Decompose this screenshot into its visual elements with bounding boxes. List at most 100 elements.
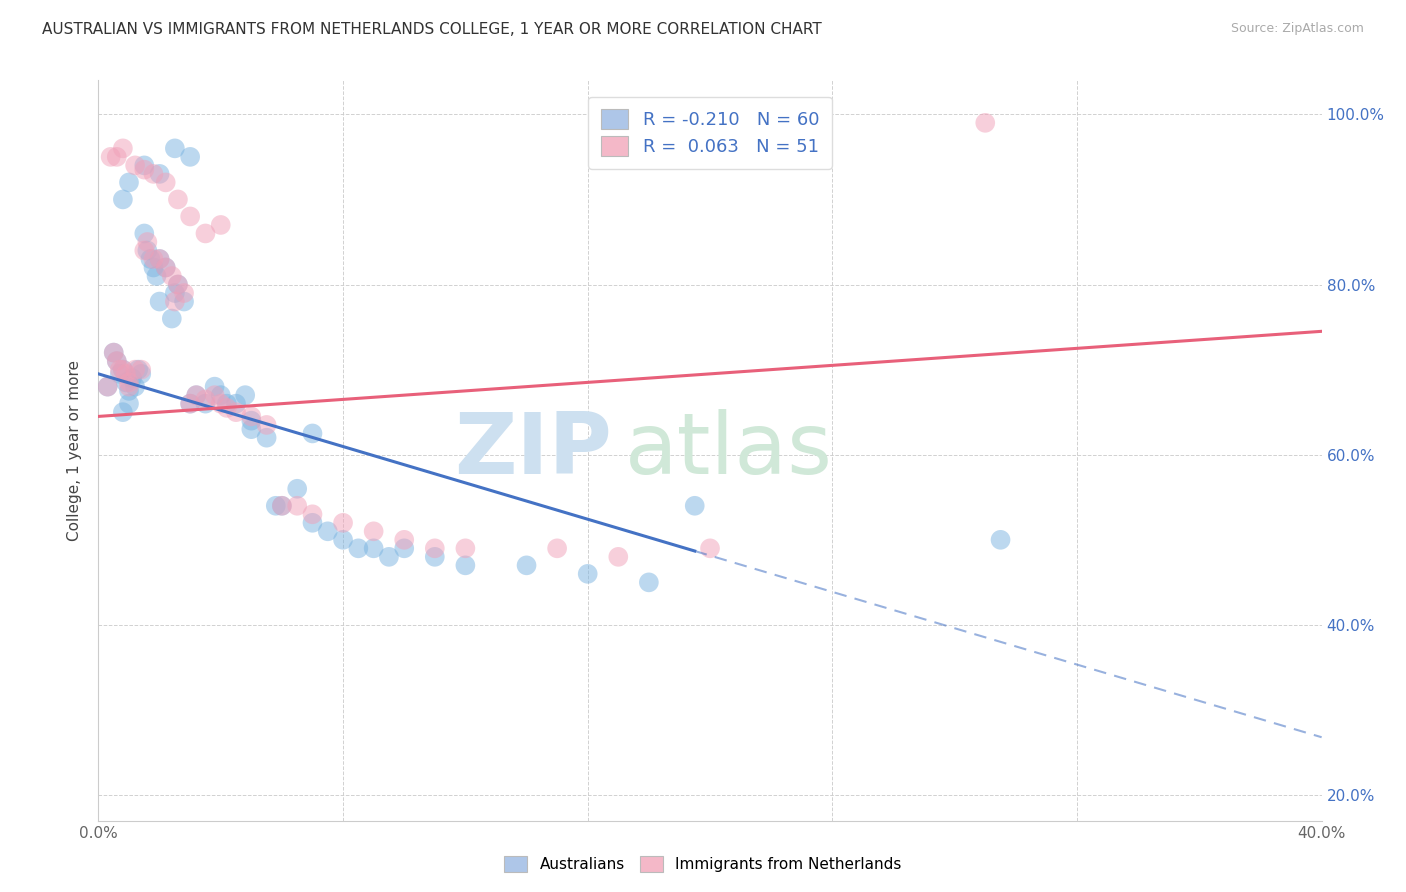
Point [149,252,172,266]
Point [454,558,477,573]
Point [111,405,134,419]
Point [179,397,201,411]
Text: ZIP: ZIP [454,409,612,492]
Point [173,286,195,301]
Point [167,277,190,292]
Point [215,401,238,415]
Point [423,541,446,556]
Point [186,388,208,402]
Point [209,388,232,402]
Point [111,141,134,155]
Point [209,218,232,232]
Point [155,260,177,275]
Point [163,286,186,301]
Point [699,541,721,556]
Point [179,397,201,411]
Point [347,541,370,556]
Point [423,549,446,564]
Point [285,482,308,496]
Point [363,524,385,539]
Point [607,549,630,564]
Point [301,508,323,522]
Point [204,379,226,393]
Point [134,244,156,258]
Point [118,384,141,398]
Point [136,235,159,249]
Point [270,499,292,513]
Point [240,422,263,436]
Point [332,516,354,530]
Point [215,397,238,411]
Point [134,158,156,172]
Point [204,388,226,402]
Point [454,541,477,556]
Point [637,575,661,590]
Point [136,244,159,258]
Point [145,268,167,283]
Point [516,558,538,573]
Point [990,533,1012,547]
Point [194,392,217,407]
Point [108,362,131,376]
Point [139,252,162,266]
Point [149,294,172,309]
Point [225,397,247,411]
Point [974,116,997,130]
Point [270,499,292,513]
Point [332,533,354,547]
Point [142,167,165,181]
Point [118,379,141,393]
Point [378,549,401,564]
Point [108,367,131,381]
Point [194,397,217,411]
Point [127,362,149,376]
Point [103,345,125,359]
Point [142,260,165,275]
Point [129,362,152,376]
Point [209,397,232,411]
Point [124,158,146,172]
Point [256,431,278,445]
Point [118,376,141,390]
Point [121,371,143,385]
Text: atlas: atlas [624,409,832,492]
Point [194,227,217,241]
Point [167,277,190,292]
Point [118,397,141,411]
Point [100,150,122,164]
Point [163,294,186,309]
Point [105,150,128,164]
Point [225,405,247,419]
Point [167,193,190,207]
Point [134,162,156,177]
Point [115,367,138,381]
Point [301,426,323,441]
Point [576,566,599,581]
Point [163,141,186,155]
Point [149,252,172,266]
Point [173,294,195,309]
Point [186,388,208,402]
Point [392,533,416,547]
Point [392,541,416,556]
Point [124,362,146,376]
Point [118,175,141,189]
Point [103,345,125,359]
Point [160,268,183,283]
Point [179,150,201,164]
Point [105,354,128,368]
Legend: R = -0.210   N = 60, R =  0.063   N = 51: R = -0.210 N = 60, R = 0.063 N = 51 [588,96,832,169]
Point [546,541,568,556]
Text: AUSTRALIAN VS IMMIGRANTS FROM NETHERLANDS COLLEGE, 1 YEAR OR MORE CORRELATION CH: AUSTRALIAN VS IMMIGRANTS FROM NETHERLAND… [42,22,823,37]
Point [111,362,134,376]
Point [111,193,134,207]
Point [97,379,120,393]
Point [111,362,134,376]
Point [134,227,156,241]
Point [115,376,138,390]
Legend: Australians, Immigrants from Netherlands: Australians, Immigrants from Netherlands [496,848,910,880]
Point [129,367,152,381]
Point [316,524,339,539]
Point [97,379,120,393]
Point [233,388,256,402]
